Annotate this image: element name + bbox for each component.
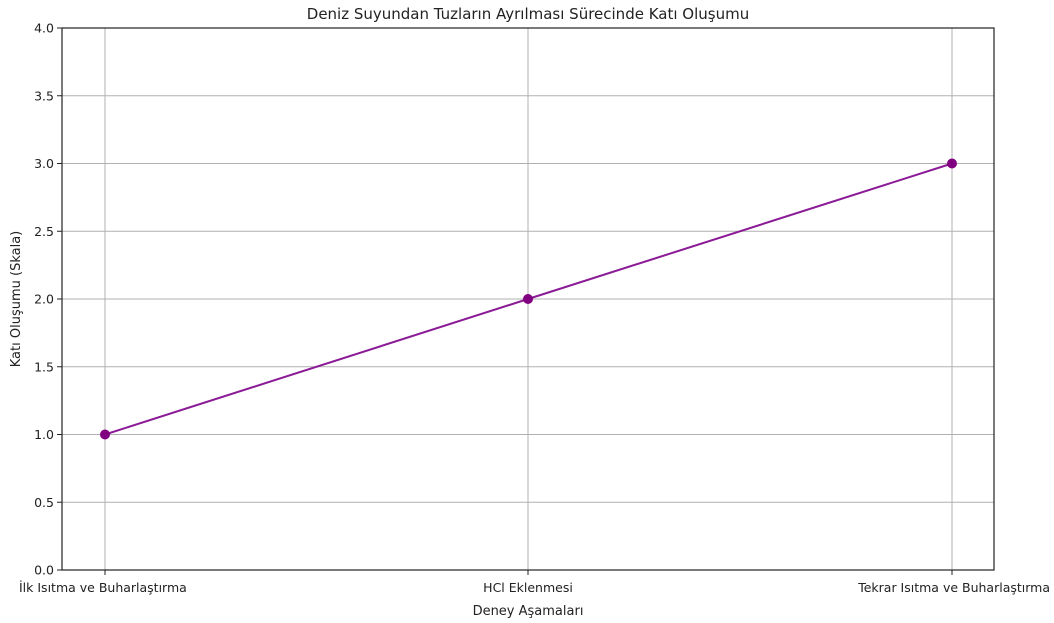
x-tick-label: İlk Isıtma ve Buharlaştırma (19, 580, 187, 595)
y-axis-label: Katı Oluşumu (Skala) (9, 231, 24, 367)
y-tick-label: 0.0 (34, 563, 54, 578)
y-tick-label: 1.5 (34, 359, 54, 374)
y-tick-label: 3.0 (34, 156, 54, 171)
y-tick-label: 2.5 (34, 224, 54, 239)
y-tick-label: 3.5 (34, 88, 54, 103)
x-axis-label: Deney Aşamaları (473, 604, 584, 619)
chart-title: Deniz Suyundan Tuzların Ayrılması Süreci… (307, 5, 749, 23)
y-tick-label: 1.0 (34, 427, 54, 442)
plot-frame (61, 27, 995, 571)
y-tick-label: 0.5 (34, 495, 54, 510)
series-layer (100, 158, 957, 440)
y-axis: 0.0 0.5 1.0 1.5 2.0 2.5 3.0 3.5 4.0 (34, 21, 62, 578)
y-tick-label: 2.0 (34, 292, 54, 307)
data-point (100, 429, 110, 440)
data-point (523, 294, 533, 304)
x-axis: İlk Isıtma ve Buharlaştırma HCl Eklenmesi… (19, 570, 1050, 595)
data-point (947, 158, 957, 169)
x-tick-label: HCl Eklenmesi (483, 580, 573, 595)
x-tick-label: Tekrar Isıtma ve Buharlaştırma (857, 580, 1050, 595)
y-tick-label: 4.0 (34, 21, 54, 36)
